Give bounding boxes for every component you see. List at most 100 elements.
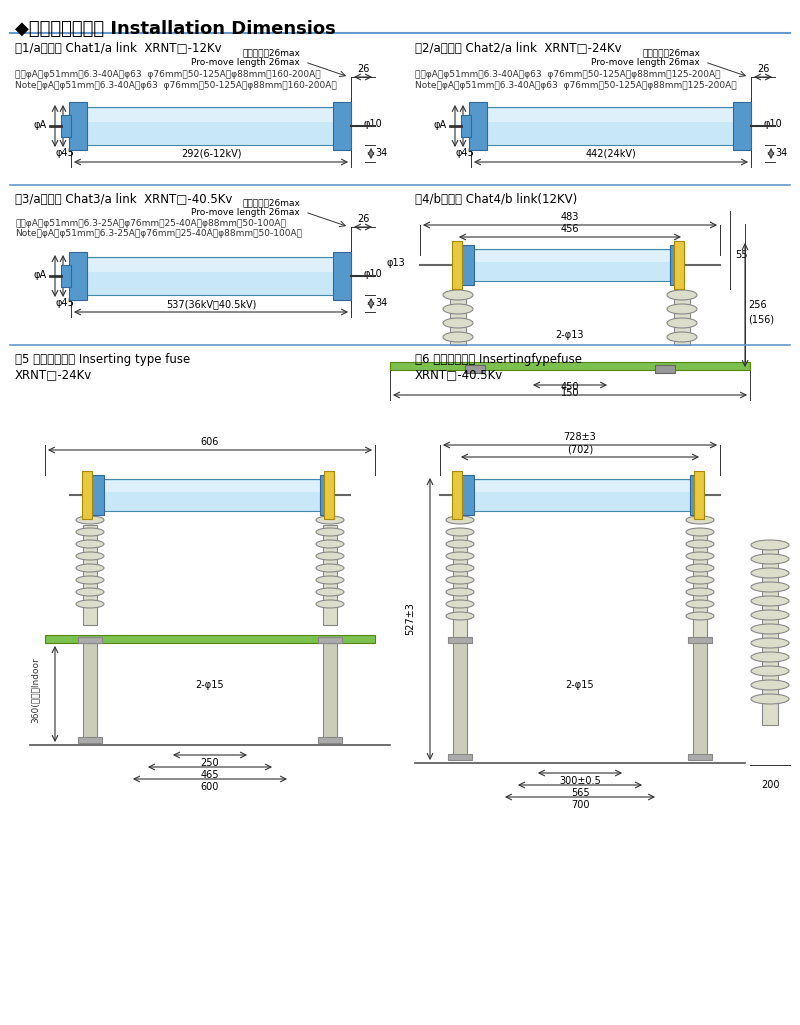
Bar [45,636,375,643]
Ellipse shape [667,290,697,300]
Ellipse shape [751,680,789,690]
Bar [461,115,471,137]
Ellipse shape [686,528,714,536]
Bar [100,479,320,511]
Ellipse shape [446,540,474,548]
Bar [85,107,335,145]
Bar [69,102,87,150]
Text: 动作后长度26max: 动作后长度26max [242,48,300,57]
Ellipse shape [686,600,714,608]
Ellipse shape [446,600,474,608]
Bar [61,265,71,287]
Text: φA: φA [34,120,47,130]
Bar [90,475,104,515]
Ellipse shape [76,540,104,548]
Bar [470,250,670,261]
Bar [78,637,102,643]
Text: 250: 250 [201,758,219,768]
Ellipse shape [751,652,789,662]
Text: 34: 34 [775,149,787,159]
Ellipse shape [686,540,714,548]
Bar [690,475,704,515]
Text: 483: 483 [561,212,579,222]
Ellipse shape [76,600,104,608]
Text: 图1/a熔断器 Chat1/a link  XRNT□-12Kv: 图1/a熔断器 Chat1/a link XRNT□-12Kv [15,42,222,55]
Text: 26: 26 [357,64,369,74]
Ellipse shape [76,528,104,536]
Ellipse shape [686,612,714,620]
Text: 450: 450 [561,382,579,392]
Ellipse shape [76,552,104,560]
Text: 292(6-12kV): 292(6-12kV) [181,149,242,159]
Text: 2-φ15: 2-φ15 [566,680,594,690]
Text: 728±3: 728±3 [564,432,596,442]
Bar [78,737,102,743]
Ellipse shape [667,304,697,314]
Ellipse shape [446,564,474,572]
Bar [452,241,462,289]
Text: φA: φA [434,120,447,130]
Text: 527±3: 527±3 [405,603,415,636]
Text: φA: φA [34,270,47,280]
Bar [693,640,707,755]
Bar [674,241,684,289]
Text: 34: 34 [375,149,387,159]
Text: 2-φ13: 2-φ13 [556,330,584,340]
Bar [390,362,750,370]
Ellipse shape [686,564,714,572]
Text: φ45: φ45 [55,148,74,158]
Text: 图5 插入式熔断器 Inserting type fuse
XRNT□-24Kv: 图5 插入式熔断器 Inserting type fuse XRNT□-24Kv [15,353,190,381]
Ellipse shape [443,332,473,342]
Ellipse shape [751,624,789,634]
Ellipse shape [686,552,714,560]
Bar [470,481,690,492]
Text: φ10: φ10 [363,119,382,129]
Text: 200: 200 [761,780,779,790]
Ellipse shape [316,588,344,596]
Text: φ13: φ13 [386,258,405,268]
Ellipse shape [667,332,697,342]
Ellipse shape [751,540,789,550]
Text: 537(36kV，40.5kV): 537(36kV，40.5kV) [166,299,256,309]
Ellipse shape [667,318,697,328]
Ellipse shape [316,516,344,524]
Text: 600: 600 [201,782,219,792]
Bar [460,245,474,285]
Text: ◆外型及安装尺寸 Installation Dimensios: ◆外型及安装尺寸 Installation Dimensios [15,20,336,38]
Bar [61,115,71,137]
Bar [733,102,751,150]
Text: φ10: φ10 [363,269,382,279]
Bar [324,472,334,519]
Ellipse shape [751,694,789,704]
Bar [694,472,704,519]
Bar [452,472,462,519]
Bar [688,637,712,643]
Bar [655,365,675,373]
Bar [83,525,97,625]
Ellipse shape [446,576,474,584]
Bar [693,530,707,640]
Ellipse shape [446,612,474,620]
Bar [470,249,670,281]
Bar [323,640,337,740]
Text: 注：φA：φ51mm（6.3-25A）φ76mm（25-40A）φ88mm（50-100A）: 注：φA：φ51mm（6.3-25A）φ76mm（25-40A）φ88mm（50… [15,219,286,228]
Text: 图4/b熔断器 Chat4/b link(12KV): 图4/b熔断器 Chat4/b link(12KV) [415,193,578,206]
Text: 图3/a熔断器 Chat3/a link  XRNT□-40.5Kv: 图3/a熔断器 Chat3/a link XRNT□-40.5Kv [15,193,232,206]
Bar [670,245,684,285]
Ellipse shape [751,638,789,648]
Ellipse shape [443,318,473,328]
Text: 465: 465 [201,770,219,780]
Bar [333,252,351,300]
Bar [485,109,735,122]
Bar [453,530,467,640]
Text: 360(户内）Indoor: 360(户内）Indoor [30,657,39,723]
Bar [470,479,690,511]
Bar [320,475,334,515]
Ellipse shape [76,588,104,596]
Text: (702): (702) [567,444,593,454]
Text: 256: 256 [748,300,766,310]
Text: 26: 26 [357,214,369,224]
Ellipse shape [446,552,474,560]
Text: φ10: φ10 [763,119,782,129]
Text: Pro-move length 26max: Pro-move length 26max [591,58,700,67]
